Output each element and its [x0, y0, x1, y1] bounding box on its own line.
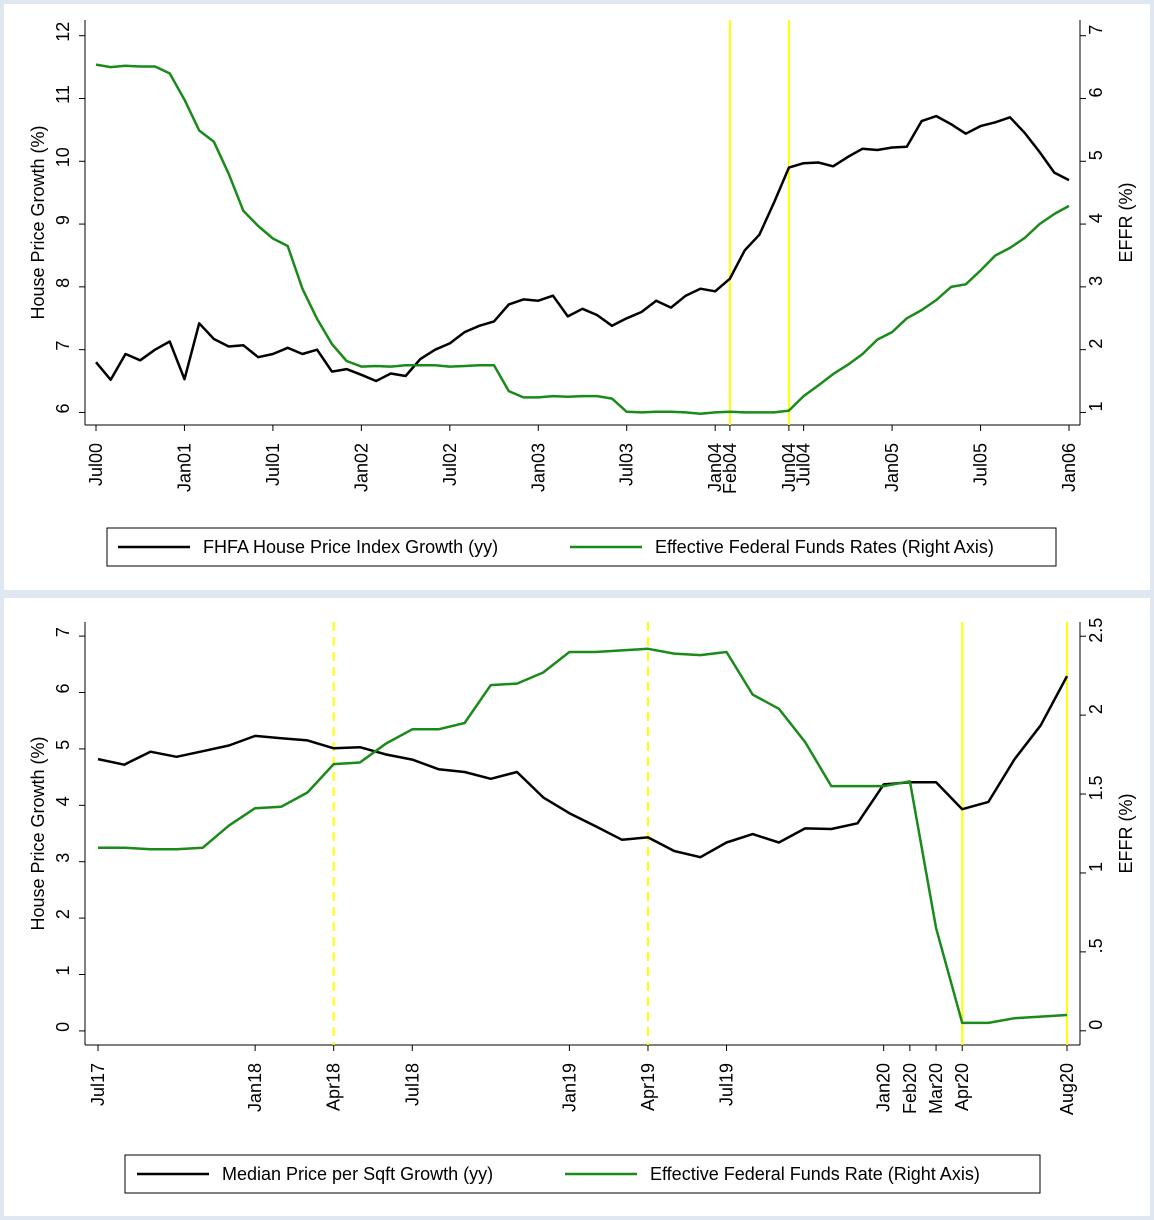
- series-line: [98, 647, 1068, 1025]
- y-tick-label: 9: [53, 215, 73, 225]
- x-tick-label: Jul19: [717, 1063, 737, 1106]
- y-tick-label: 6: [53, 403, 73, 413]
- x-tick-label: Apr19: [638, 1063, 658, 1111]
- series-line: [95, 114, 1070, 383]
- legend-label: Effective Federal Funds Rates (Right Axi…: [655, 537, 994, 557]
- x-tick-label: Jan04: [705, 443, 725, 492]
- y2-tick-label: 1: [1086, 862, 1106, 872]
- y2-tick-label: 6: [1086, 87, 1106, 97]
- x-tick-label: Jul00: [86, 443, 106, 486]
- x-tick-label: Jan06: [1059, 443, 1079, 492]
- y-axis-title: House Price Growth (%): [28, 125, 48, 319]
- y-tick-label: 2: [53, 909, 73, 919]
- x-tick-label: Jan03: [528, 443, 548, 492]
- y-tick-label: 8: [53, 278, 73, 288]
- x-tick-label: Mar20: [926, 1063, 946, 1114]
- y-tick-label: 1: [53, 965, 73, 975]
- y2-axis-title: EFFR (%): [1116, 794, 1136, 874]
- x-tick-label: Feb04: [720, 443, 740, 494]
- x-tick-label: Jul03: [617, 443, 637, 486]
- legend-label: Median Price per Sqft Growth (yy): [222, 1164, 493, 1184]
- x-tick-label: Apr20: [952, 1063, 972, 1111]
- y2-tick-label: 2: [1086, 704, 1106, 714]
- x-tick-label: Jan20: [874, 1063, 894, 1112]
- y-tick-label: 3: [53, 853, 73, 863]
- y-tick-label: 7: [53, 627, 73, 637]
- y-axis-title: House Price Growth (%): [28, 736, 48, 930]
- y2-tick-label: 2: [1086, 339, 1106, 349]
- y2-axis-title: EFFR (%): [1116, 183, 1136, 263]
- y2-tick-label: 1: [1086, 401, 1106, 411]
- x-tick-label: Jun04: [779, 443, 799, 492]
- x-tick-label: Aug20: [1057, 1063, 1077, 1115]
- panel: [4, 4, 1150, 590]
- y-tick-label: 12: [53, 22, 73, 42]
- y2-tick-label: 0: [1086, 1020, 1106, 1030]
- x-tick-label: Jul05: [971, 443, 991, 486]
- x-tick-label: Jan05: [882, 443, 902, 492]
- y2-tick-label: 5: [1086, 150, 1106, 160]
- y2-tick-label: .5: [1086, 938, 1106, 953]
- x-tick-label: Apr18: [324, 1063, 344, 1111]
- y2-tick-label: 1.5: [1086, 776, 1106, 801]
- y-tick-label: 0: [53, 1022, 73, 1032]
- x-tick-label: Jul01: [263, 443, 283, 486]
- y-tick-label: 11: [53, 85, 73, 104]
- y2-tick-label: 7: [1086, 25, 1106, 35]
- y2-tick-label: 3: [1086, 276, 1106, 286]
- y-tick-label: 7: [53, 341, 73, 351]
- x-tick-label: Jan02: [351, 443, 371, 492]
- x-tick-label: Feb20: [900, 1063, 920, 1114]
- y-tick-label: 6: [53, 683, 73, 693]
- x-tick-label: Jan01: [174, 443, 194, 492]
- series-line: [95, 63, 1070, 415]
- x-tick-label: Jul18: [402, 1063, 422, 1106]
- y-tick-label: 4: [53, 796, 73, 806]
- x-tick-label: Jan18: [245, 1063, 265, 1112]
- legend-label: FHFA House Price Index Growth (yy): [203, 537, 498, 557]
- legend-label: Effective Federal Funds Rate (Right Axis…: [650, 1164, 980, 1184]
- x-tick-label: Jul02: [440, 443, 460, 486]
- x-tick-label: Jul17: [88, 1063, 108, 1106]
- y-tick-label: 10: [53, 147, 73, 167]
- x-tick-label: Jan19: [559, 1063, 579, 1112]
- x-tick-label: Jul04: [794, 443, 814, 486]
- y-tick-label: 5: [53, 740, 73, 750]
- y2-tick-label: 4: [1086, 213, 1106, 223]
- y2-tick-label: 2.5: [1086, 618, 1106, 643]
- panel: [4, 598, 1150, 1216]
